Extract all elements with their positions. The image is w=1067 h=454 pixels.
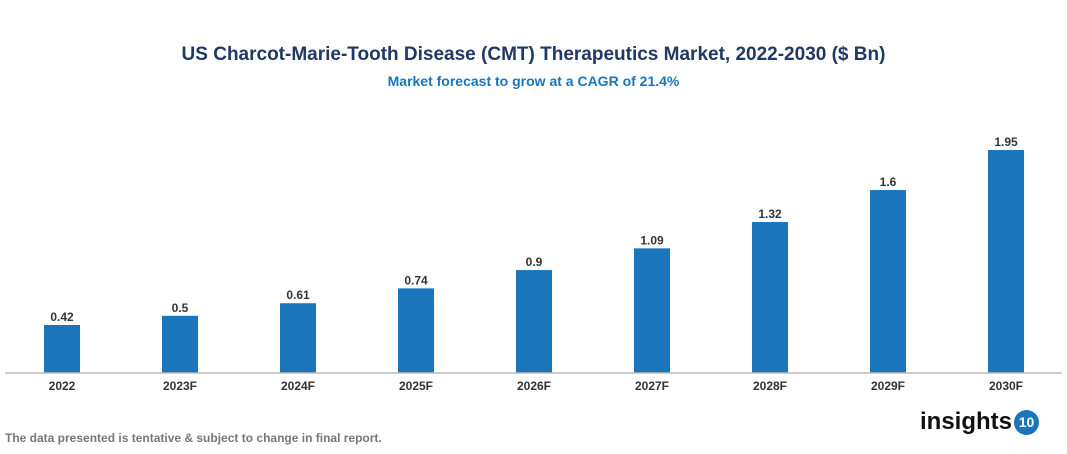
bar xyxy=(280,303,316,373)
x-tick-label: 2030F xyxy=(989,379,1023,393)
chart-subtitle: Market forecast to grow at a CAGR of 21.… xyxy=(387,73,680,89)
disclaimer-note: The data presented is tentative & subjec… xyxy=(5,431,382,445)
bar xyxy=(398,288,434,373)
bar xyxy=(634,248,670,373)
x-tick-label: 2028F xyxy=(753,379,787,393)
chart-title: US Charcot-Marie-Tooth Disease (CMT) The… xyxy=(181,44,886,65)
bar xyxy=(870,190,906,373)
bar xyxy=(44,324,80,373)
x-tick-label: 2024F xyxy=(281,379,315,393)
x-tick-label: 2023F xyxy=(163,379,197,393)
bar xyxy=(162,315,198,373)
data-label: 1.32 xyxy=(758,207,782,221)
x-tick-label: 2027F xyxy=(635,379,669,393)
x-tick-label: 2025F xyxy=(399,379,433,393)
logo-text: insights xyxy=(920,408,1013,435)
x-tick-label: 2022 xyxy=(49,379,76,393)
data-label: 1.6 xyxy=(880,175,897,189)
data-label: 1.95 xyxy=(994,135,1018,149)
data-label: 1.09 xyxy=(640,233,664,247)
data-label: 0.61 xyxy=(286,288,310,302)
data-label: 0.42 xyxy=(50,310,74,324)
data-label: 0.9 xyxy=(526,255,543,269)
bar xyxy=(752,222,788,373)
data-label: 0.5 xyxy=(172,301,189,315)
insights10-logo: insights 10 xyxy=(920,408,1040,436)
bar xyxy=(988,150,1024,373)
x-tick-label: 2026F xyxy=(517,379,551,393)
logo-badge: 10 xyxy=(1014,409,1040,435)
bar xyxy=(516,270,552,373)
data-label: 0.74 xyxy=(404,273,428,287)
x-tick-label: 2029F xyxy=(871,379,905,393)
